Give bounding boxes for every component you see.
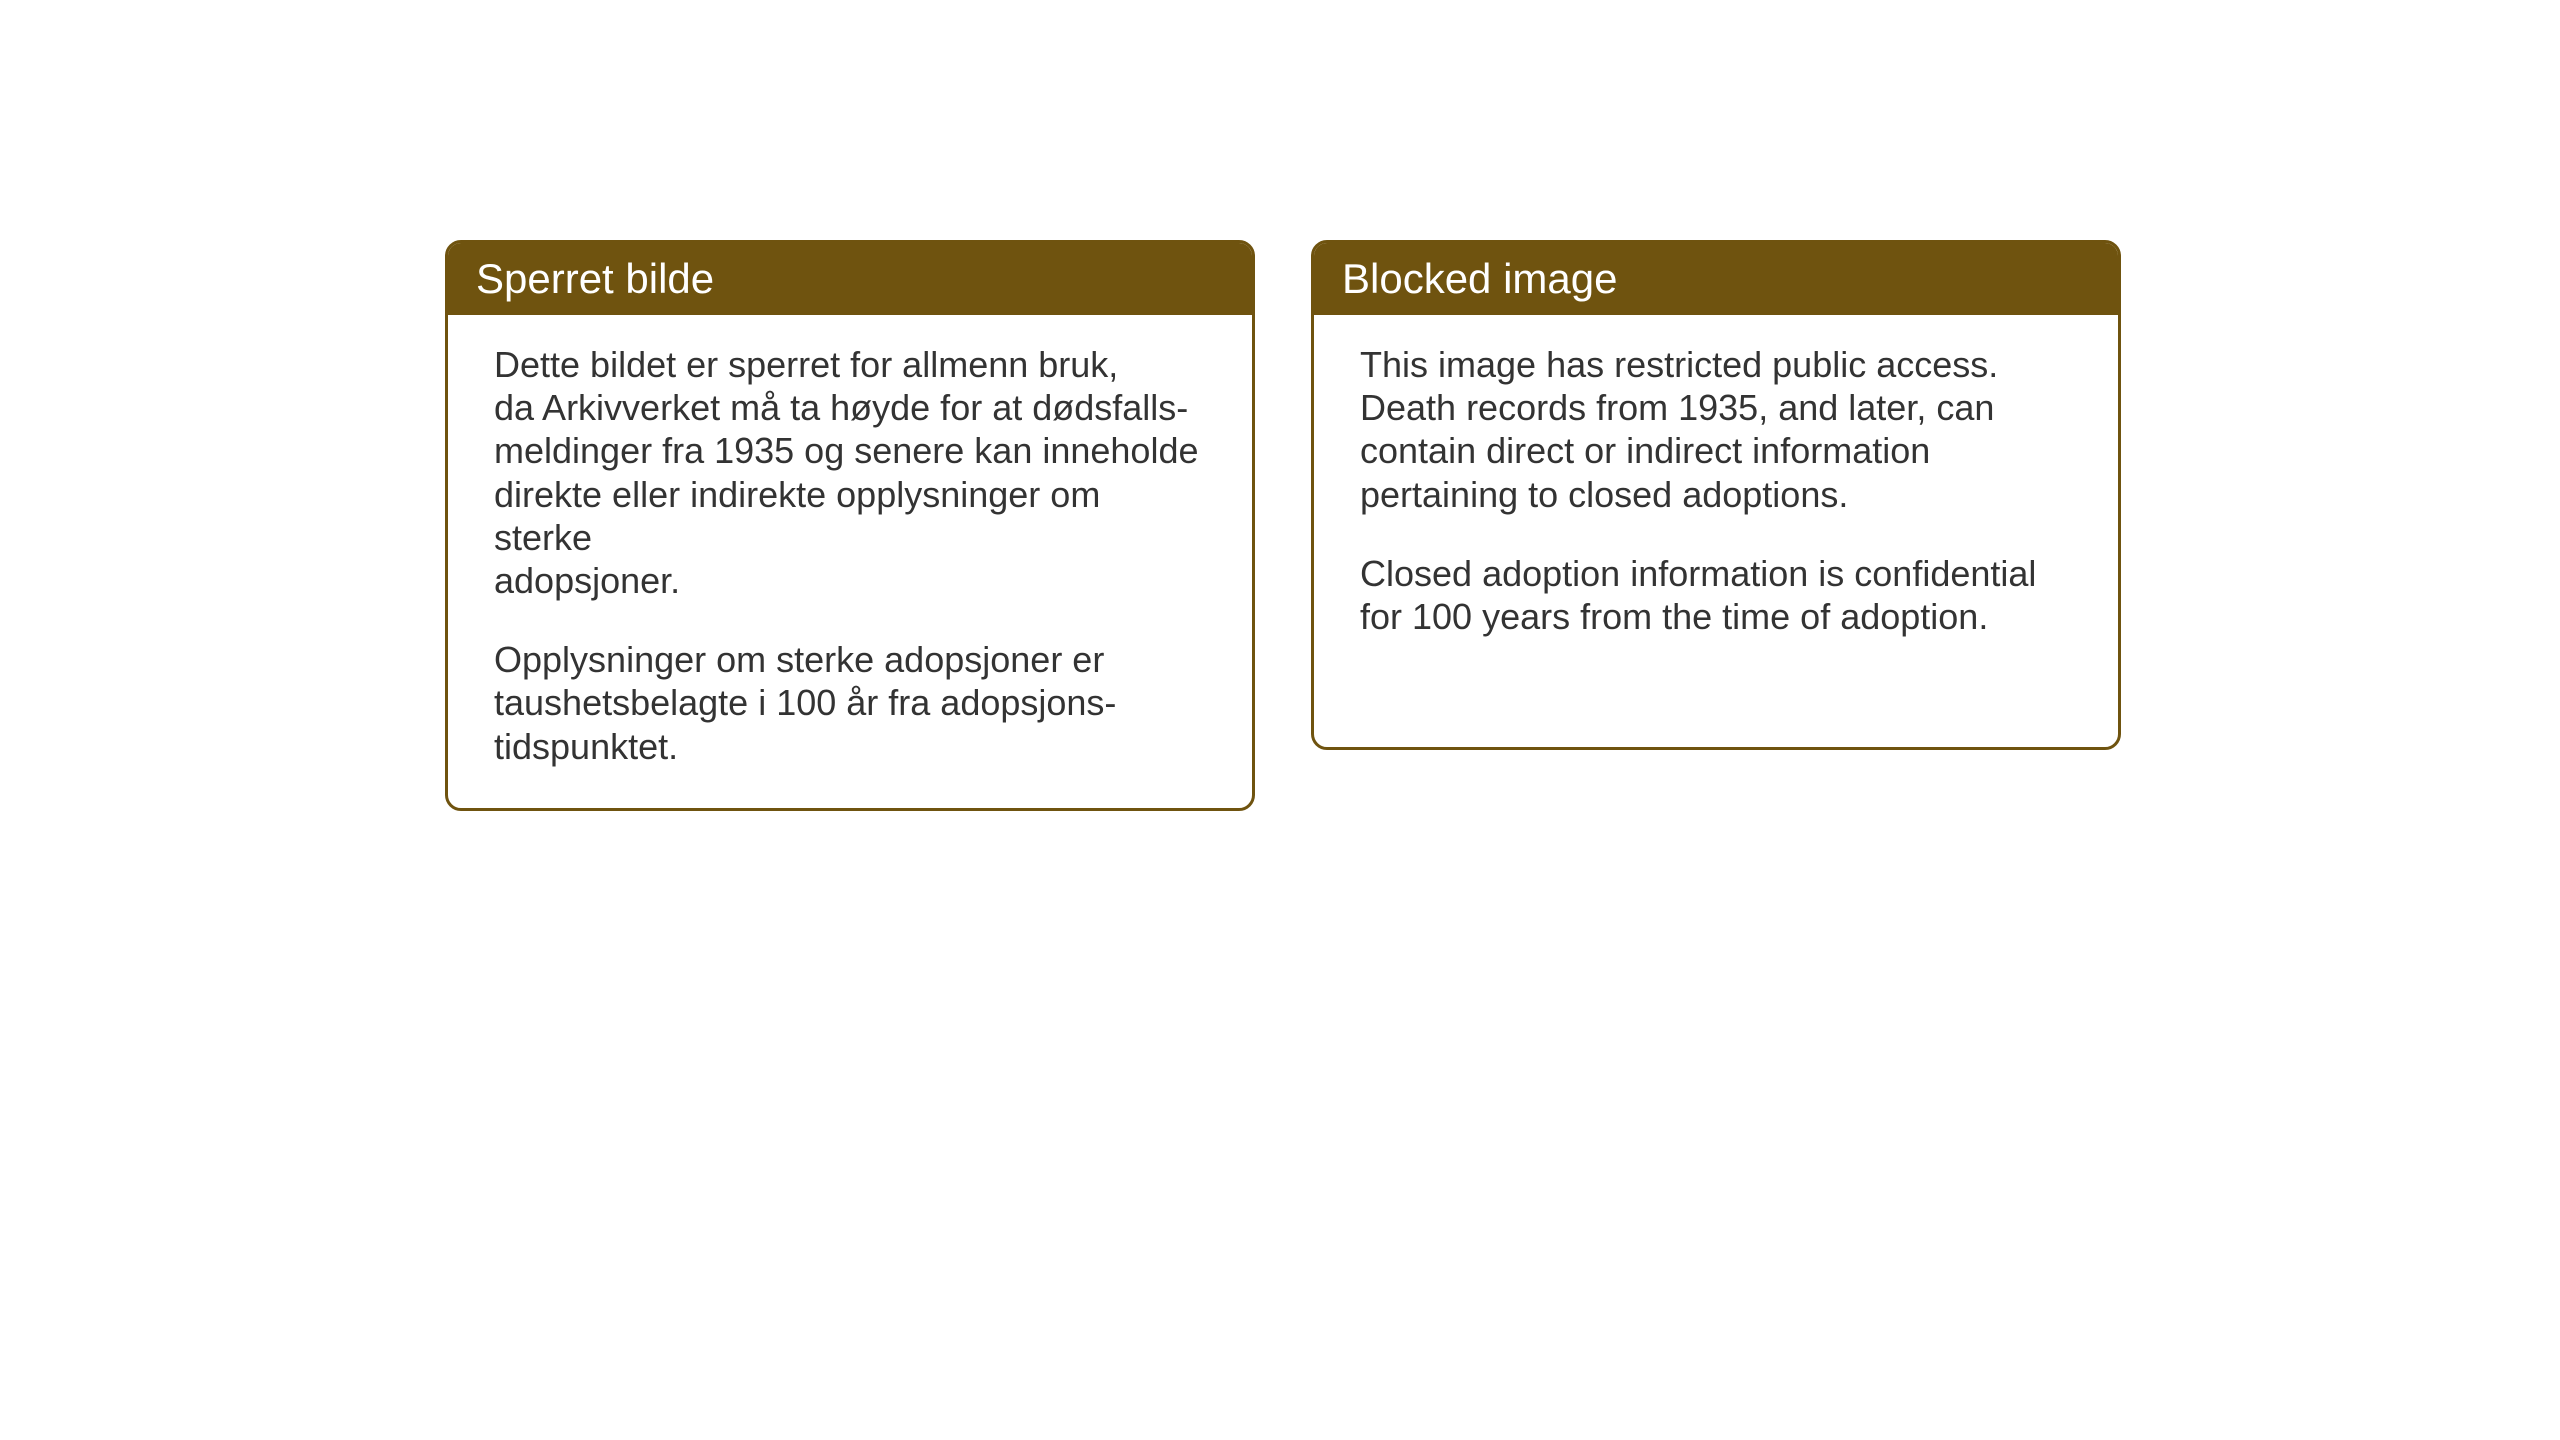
norwegian-paragraph-2: Opplysninger om sterke adopsjoner er tau… <box>494 638 1206 768</box>
english-card-body: This image has restricted public access.… <box>1314 315 2118 678</box>
norwegian-paragraph-1: Dette bildet er sperret for allmenn bruk… <box>494 343 1206 602</box>
english-card-header: Blocked image <box>1314 243 2118 315</box>
english-paragraph-1: This image has restricted public access.… <box>1360 343 2072 516</box>
norwegian-card: Sperret bilde Dette bildet er sperret fo… <box>445 240 1255 811</box>
english-card: Blocked image This image has restricted … <box>1311 240 2121 750</box>
norwegian-card-header: Sperret bilde <box>448 243 1252 315</box>
cards-container: Sperret bilde Dette bildet er sperret fo… <box>445 240 2121 811</box>
english-paragraph-2: Closed adoption information is confident… <box>1360 552 2072 638</box>
norwegian-card-title: Sperret bilde <box>476 255 714 302</box>
norwegian-card-body: Dette bildet er sperret for allmenn bruk… <box>448 315 1252 808</box>
english-card-title: Blocked image <box>1342 255 1617 302</box>
